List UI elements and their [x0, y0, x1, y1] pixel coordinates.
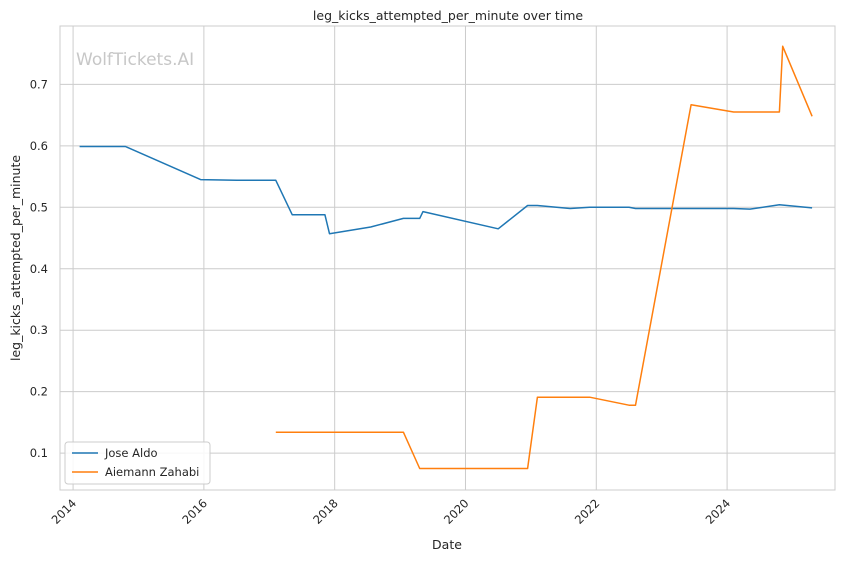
y-axis-label: leg_kicks_attempted_per_minute [8, 155, 23, 361]
legend-label-jose-aldo: Jose Aldo [104, 446, 158, 460]
plot-area [60, 26, 835, 490]
plot-frame [59, 25, 836, 491]
series-lines [79, 45, 813, 470]
y-tick-label: 0.2 [30, 385, 48, 399]
chart-title: leg_kicks_attempted_per_minute over time [313, 8, 583, 23]
watermark: WolfTickets.AI [76, 50, 194, 70]
grid-lines [60, 26, 835, 490]
y-tick-label: 0.3 [30, 323, 48, 337]
y-tick-label: 0.1 [30, 446, 48, 460]
series-line-aiemann-zahabi [275, 45, 813, 470]
y-tick-label: 0.7 [30, 77, 48, 91]
legend-label-aiemann-zahabi: Aiemann Zahabi [105, 465, 199, 479]
y-tick-label: 0.4 [30, 262, 48, 276]
y-tick-labels: 0.1 0.2 0.3 0.4 0.5 0.6 0.7 [30, 77, 48, 460]
x-axis-label: Date [432, 537, 462, 552]
legend-box [64, 441, 211, 485]
series-line-jose-aldo [79, 145, 813, 235]
y-tick-label: 0.5 [30, 200, 48, 214]
y-tick-label: 0.6 [30, 139, 48, 153]
legend: Jose Aldo Aiemann Zahabi [64, 441, 211, 485]
